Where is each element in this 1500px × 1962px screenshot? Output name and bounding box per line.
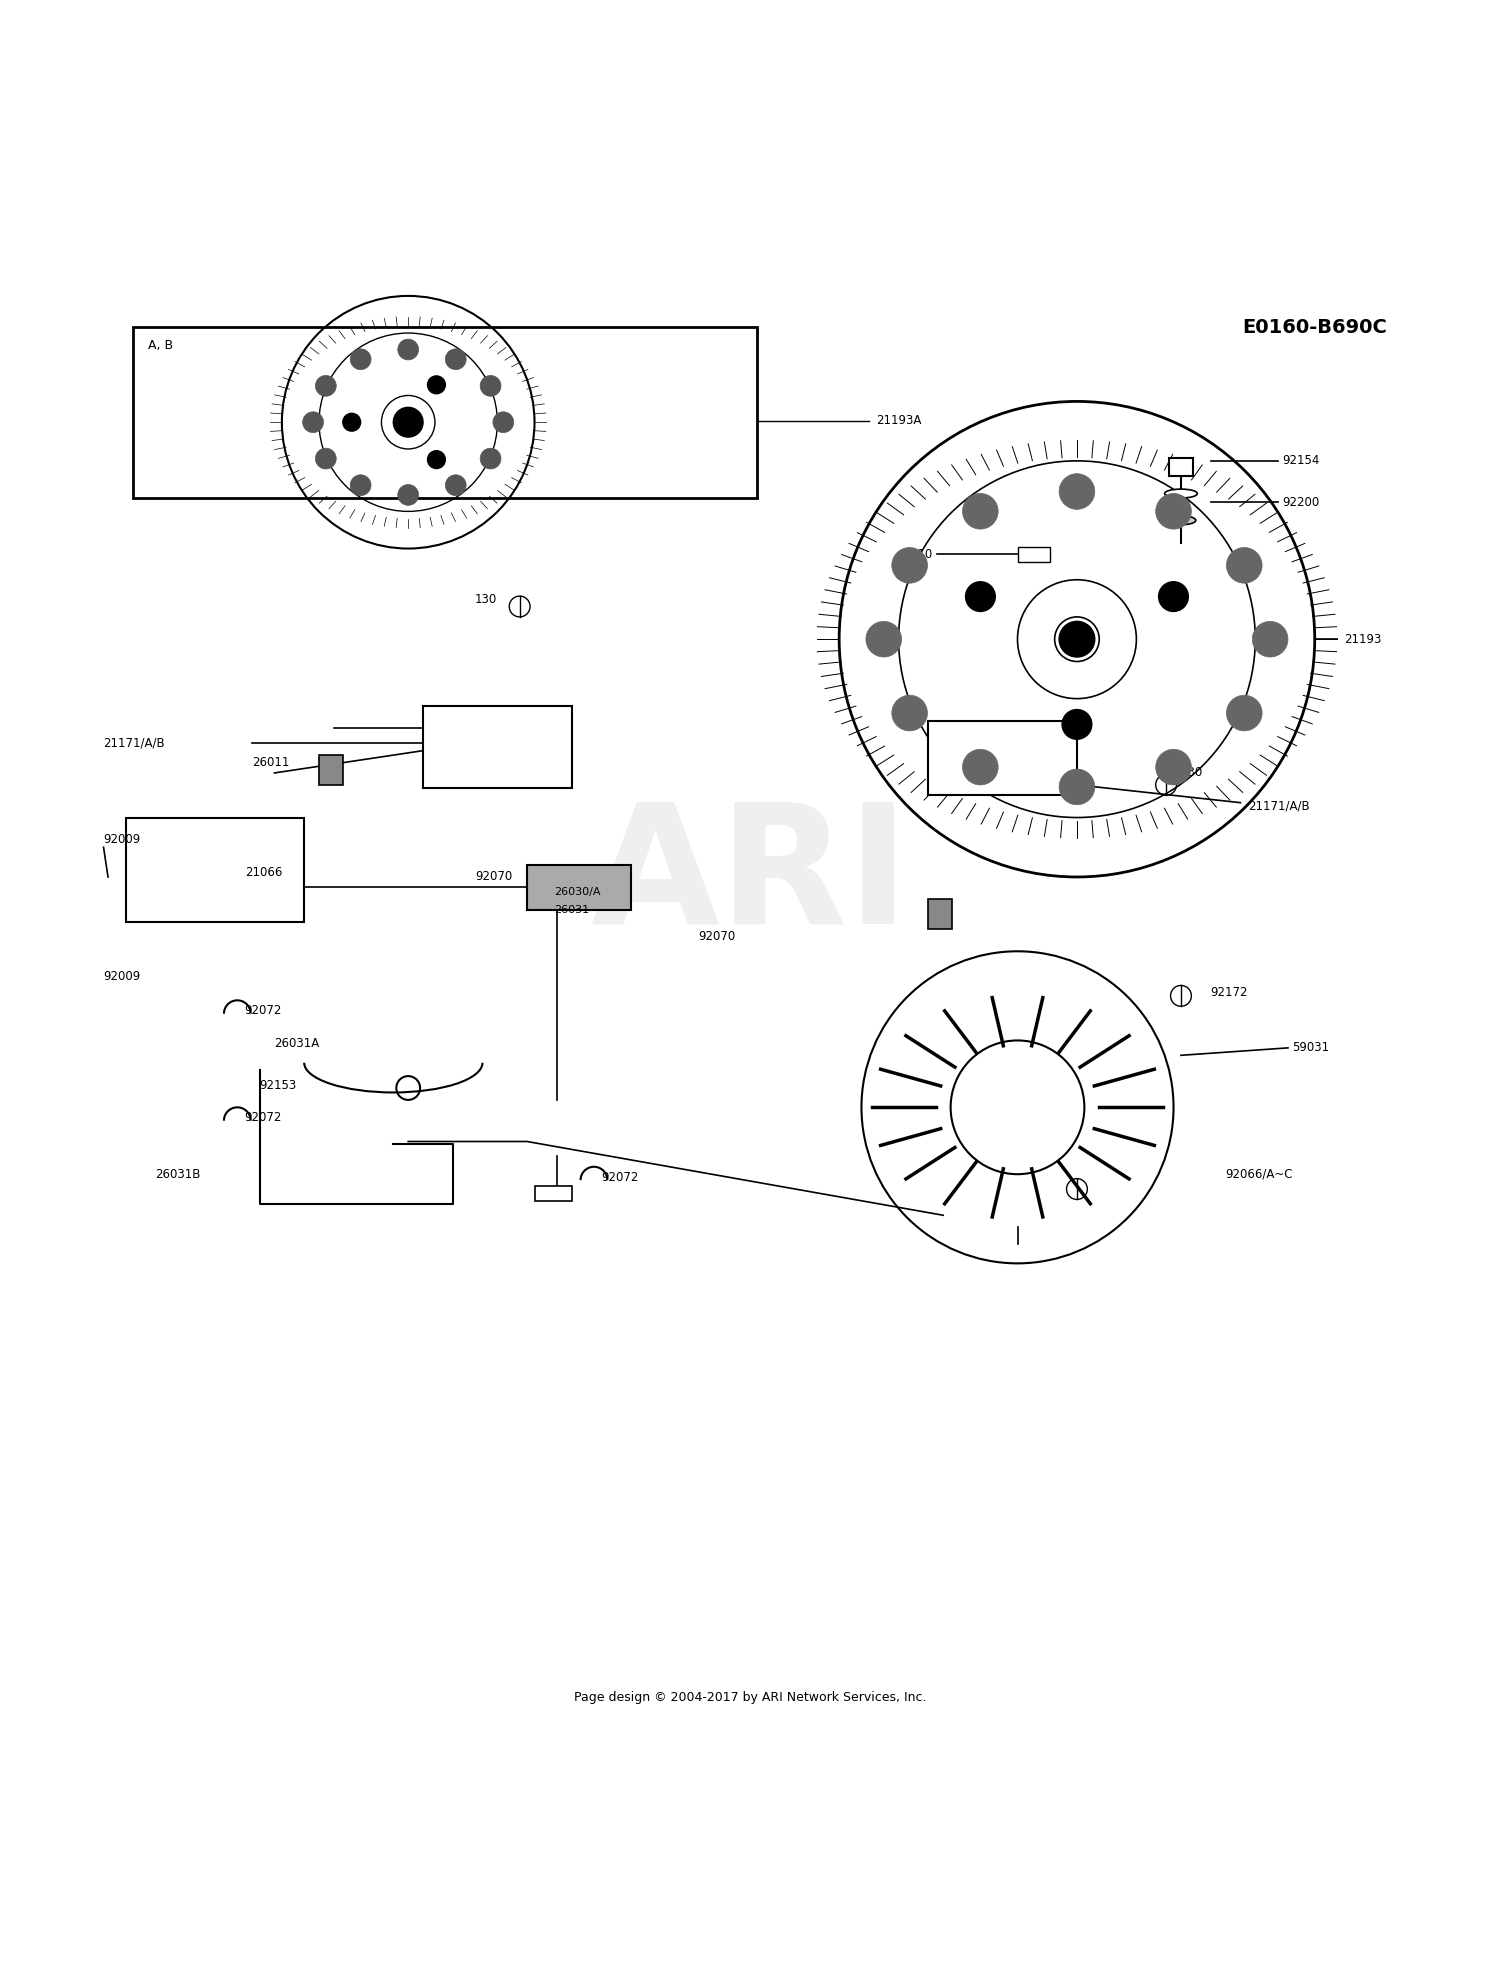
FancyBboxPatch shape bbox=[320, 755, 344, 785]
Text: 26011: 26011 bbox=[252, 755, 290, 769]
FancyBboxPatch shape bbox=[928, 899, 952, 928]
Circle shape bbox=[865, 622, 901, 657]
Circle shape bbox=[393, 408, 423, 438]
Circle shape bbox=[315, 375, 336, 396]
Text: 130: 130 bbox=[1180, 767, 1203, 779]
Text: 92072: 92072 bbox=[602, 1171, 639, 1183]
Circle shape bbox=[446, 349, 466, 369]
Circle shape bbox=[303, 412, 324, 434]
Text: 92070: 92070 bbox=[476, 871, 512, 883]
Circle shape bbox=[963, 494, 998, 530]
FancyBboxPatch shape bbox=[1017, 547, 1050, 561]
Text: 26031B: 26031B bbox=[154, 1167, 200, 1181]
Circle shape bbox=[398, 485, 418, 506]
FancyBboxPatch shape bbox=[423, 706, 572, 789]
Circle shape bbox=[350, 349, 370, 369]
Circle shape bbox=[350, 475, 370, 496]
Circle shape bbox=[427, 451, 445, 469]
Circle shape bbox=[1059, 622, 1095, 657]
Circle shape bbox=[427, 377, 445, 394]
Text: 26031A: 26031A bbox=[274, 1036, 320, 1050]
Circle shape bbox=[963, 749, 998, 785]
Circle shape bbox=[1059, 769, 1095, 804]
Text: 21066: 21066 bbox=[244, 865, 282, 879]
Text: 21171/A/B: 21171/A/B bbox=[1248, 799, 1310, 812]
Text: 26030/A: 26030/A bbox=[554, 887, 600, 897]
Circle shape bbox=[398, 339, 418, 359]
Text: 92200: 92200 bbox=[1282, 496, 1320, 508]
Circle shape bbox=[966, 581, 996, 612]
Ellipse shape bbox=[1166, 516, 1196, 524]
Ellipse shape bbox=[1164, 489, 1197, 498]
Text: Page design © 2004-2017 by ARI Network Services, Inc.: Page design © 2004-2017 by ARI Network S… bbox=[573, 1691, 926, 1703]
Circle shape bbox=[315, 447, 336, 469]
Text: 92066/A~C: 92066/A~C bbox=[1226, 1167, 1293, 1181]
Text: 92009: 92009 bbox=[104, 834, 141, 846]
FancyBboxPatch shape bbox=[928, 720, 1077, 795]
Circle shape bbox=[1155, 749, 1191, 785]
Text: 92072: 92072 bbox=[244, 1110, 282, 1124]
Text: 92070: 92070 bbox=[698, 930, 735, 944]
Circle shape bbox=[1155, 494, 1191, 530]
Bar bbox=[134, 328, 758, 498]
Text: 510: 510 bbox=[910, 547, 933, 561]
Circle shape bbox=[1227, 547, 1262, 583]
Circle shape bbox=[1227, 695, 1262, 732]
FancyBboxPatch shape bbox=[526, 865, 632, 910]
Circle shape bbox=[1062, 710, 1092, 740]
FancyBboxPatch shape bbox=[126, 818, 304, 922]
Circle shape bbox=[1252, 622, 1288, 657]
Text: 92154: 92154 bbox=[1282, 455, 1320, 467]
Circle shape bbox=[892, 547, 927, 583]
FancyBboxPatch shape bbox=[1168, 457, 1192, 475]
Circle shape bbox=[1158, 581, 1188, 612]
Text: 26031: 26031 bbox=[554, 904, 590, 914]
FancyBboxPatch shape bbox=[534, 1187, 572, 1201]
Circle shape bbox=[494, 412, 513, 434]
Text: 92009: 92009 bbox=[104, 969, 141, 983]
Text: 21171/A/B: 21171/A/B bbox=[104, 736, 165, 749]
Text: 59031: 59031 bbox=[1293, 1042, 1329, 1054]
Circle shape bbox=[892, 695, 927, 732]
Text: 21193A: 21193A bbox=[876, 414, 921, 428]
Text: 130: 130 bbox=[476, 593, 498, 606]
Circle shape bbox=[480, 447, 501, 469]
Text: 92072: 92072 bbox=[244, 1005, 282, 1016]
Circle shape bbox=[480, 375, 501, 396]
Circle shape bbox=[344, 414, 360, 432]
Circle shape bbox=[1059, 473, 1095, 510]
Text: A, B: A, B bbox=[148, 339, 172, 351]
Text: ARI: ARI bbox=[591, 795, 909, 959]
Text: E0160-B690C: E0160-B690C bbox=[1242, 318, 1388, 337]
Text: 21193: 21193 bbox=[1344, 632, 1382, 645]
Text: 92172: 92172 bbox=[1210, 987, 1248, 999]
Text: 92153: 92153 bbox=[260, 1079, 297, 1091]
Circle shape bbox=[446, 475, 466, 496]
